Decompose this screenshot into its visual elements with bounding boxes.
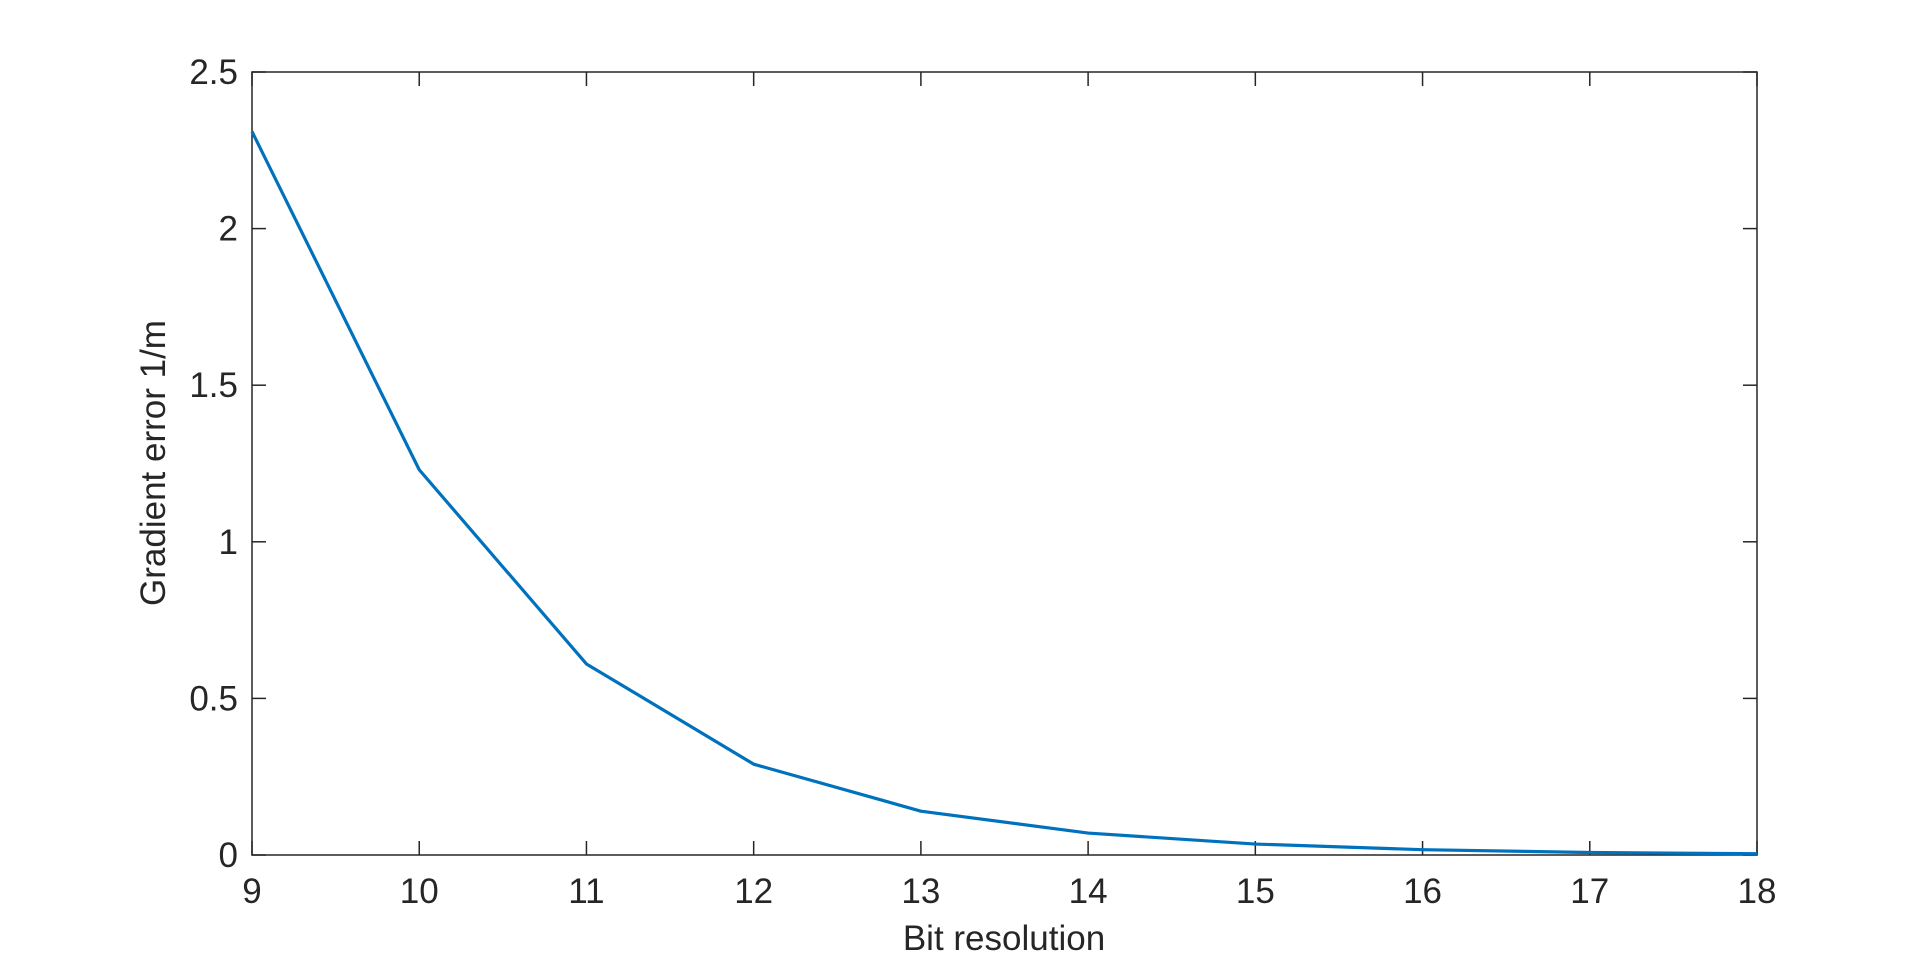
x-tick-label: 18 [1738, 872, 1777, 911]
x-tick-label: 9 [242, 872, 261, 911]
x-tick-label: 10 [400, 872, 439, 911]
x-tick-label: 16 [1403, 872, 1442, 911]
x-tick-label: 12 [734, 872, 773, 911]
y-tick-label: 0 [219, 836, 238, 875]
y-tick-label: 0.5 [189, 679, 238, 718]
y-tick-label: 2.5 [189, 53, 238, 92]
y-tick-label: 1 [219, 523, 238, 562]
x-axis-label: Bit resolution [903, 919, 1105, 958]
y-axis-label: Gradient error 1/m [134, 320, 173, 606]
x-tick-label: 13 [901, 872, 940, 911]
y-tick-label: 1.5 [189, 366, 238, 405]
x-tick-label: 14 [1069, 872, 1108, 911]
x-tick-label: 17 [1570, 872, 1609, 911]
x-tick-label: 15 [1236, 872, 1275, 911]
y-tick-label: 2 [219, 210, 238, 249]
plot-frame [251, 71, 1758, 856]
x-tick-label: 11 [568, 872, 604, 911]
data-line [250, 130, 1758, 856]
